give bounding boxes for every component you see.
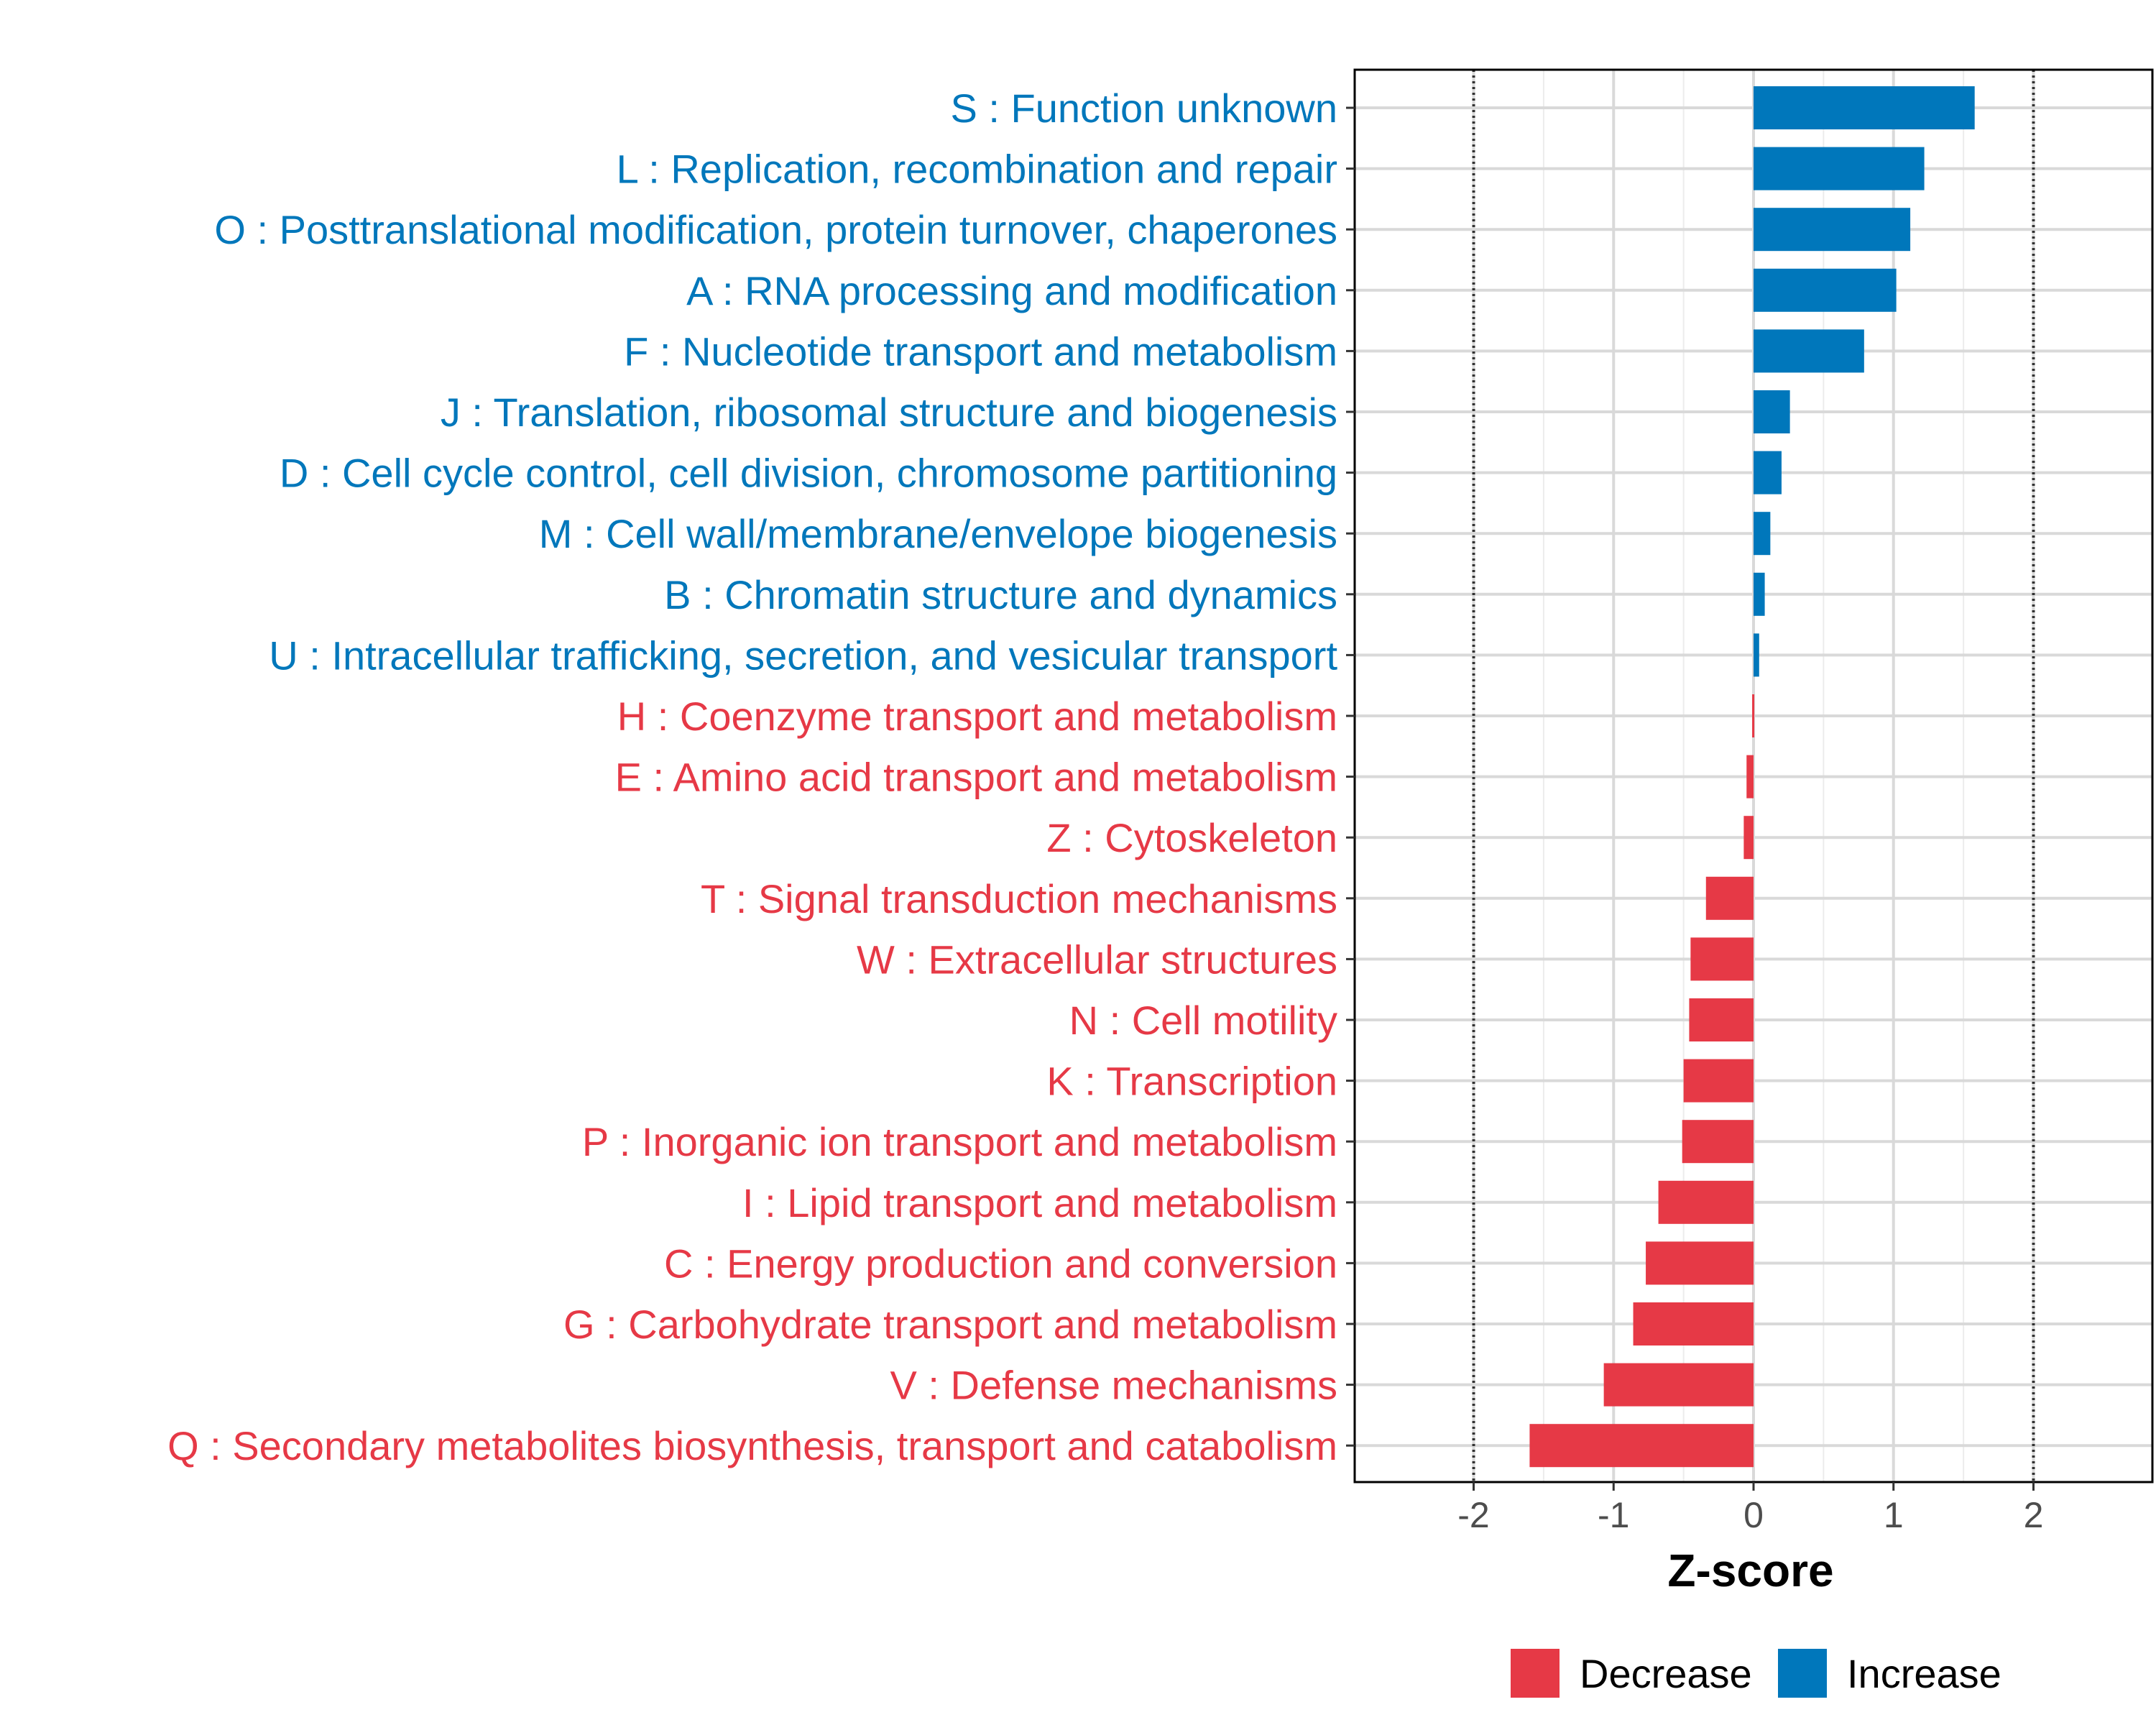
category-label: U : Intracellular trafficking, secretion…: [269, 632, 1337, 678]
x-tick-label: 0: [1743, 1495, 1764, 1535]
legend: Decrease Increase: [1511, 1649, 2001, 1698]
legend-swatch: [1778, 1649, 1827, 1698]
bar: [1754, 147, 1925, 190]
category-label: H : Coenzyme transport and metabolism: [617, 694, 1337, 739]
bar: [1743, 816, 1754, 860]
bar: [1754, 633, 1759, 677]
x-axis-title: Z-score: [1667, 1545, 1833, 1596]
category-label: O : Posttranslational modification, prot…: [214, 207, 1337, 252]
category-label: F : Nucleotide transport and metabolism: [624, 328, 1337, 374]
bar: [1646, 1241, 1754, 1285]
bar: [1752, 694, 1755, 737]
category-label: A : RNA processing and modification: [686, 268, 1337, 313]
bar: [1705, 876, 1754, 920]
bar: [1754, 572, 1765, 616]
x-tick-label: -2: [1457, 1495, 1489, 1535]
bar: [1690, 937, 1754, 981]
bar: [1754, 451, 1782, 494]
category-label: D : Cell cycle control, cell division, c…: [280, 451, 1337, 496]
x-axis-ticks: -2 -1 0 1 2: [1457, 1482, 2043, 1535]
x-tick-label: -1: [1598, 1495, 1629, 1535]
bar: [1682, 1120, 1754, 1164]
category-label: Z : Cytoskeleton: [1046, 815, 1337, 860]
category-label: L : Replication, recombination and repai…: [617, 147, 1337, 192]
category-label: T : Signal transduction mechanisms: [701, 876, 1337, 921]
legend-swatch: [1511, 1649, 1560, 1698]
category-label: M : Cell wall/membrane/envelope biogenes…: [539, 511, 1337, 556]
bar: [1658, 1180, 1754, 1224]
bars: [1529, 86, 1975, 1468]
bar: [1603, 1363, 1754, 1407]
bar: [1746, 755, 1754, 799]
legend-label: Decrease: [1580, 1651, 1752, 1696]
bar: [1754, 86, 1975, 129]
category-label: N : Cell motility: [1069, 998, 1337, 1043]
category-label: I : Lipid transport and metabolism: [742, 1180, 1337, 1225]
category-label: C : Energy production and conversion: [664, 1241, 1337, 1286]
y-axis-ticks: [1346, 106, 1355, 1447]
category-label: B : Chromatin structure and dynamics: [664, 572, 1337, 617]
bar: [1754, 329, 1864, 373]
category-label: W : Extracellular structures: [857, 937, 1337, 982]
bar: [1529, 1424, 1754, 1468]
x-tick-label: 1: [1884, 1495, 1904, 1535]
legend-label: Increase: [1847, 1651, 2001, 1696]
bar: [1754, 512, 1771, 556]
bar: [1754, 208, 1911, 252]
category-label: S : Function unknown: [950, 86, 1337, 131]
category-labels: S : Function unknown L : Replication, rec…: [167, 86, 1337, 1468]
bar: [1633, 1302, 1754, 1346]
category-label: V : Defense mechanisms: [890, 1363, 1337, 1408]
bar: [1683, 1059, 1754, 1103]
category-label: Q : Secondary metabolites biosynthesis, …: [167, 1423, 1337, 1468]
bar: [1754, 268, 1897, 312]
category-label: K : Transcription: [1046, 1059, 1337, 1104]
category-label: E : Amino acid transport and metabolism: [615, 755, 1337, 800]
bar: [1689, 998, 1754, 1041]
x-tick-label: 2: [2024, 1495, 2044, 1535]
category-label: G : Carbohydrate transport and metabolis…: [563, 1302, 1337, 1347]
category-label: J : Translation, ribosomal structure and…: [441, 390, 1337, 435]
bar: [1754, 390, 1790, 433]
category-label: P : Inorganic ion transport and metaboli…: [582, 1119, 1337, 1164]
